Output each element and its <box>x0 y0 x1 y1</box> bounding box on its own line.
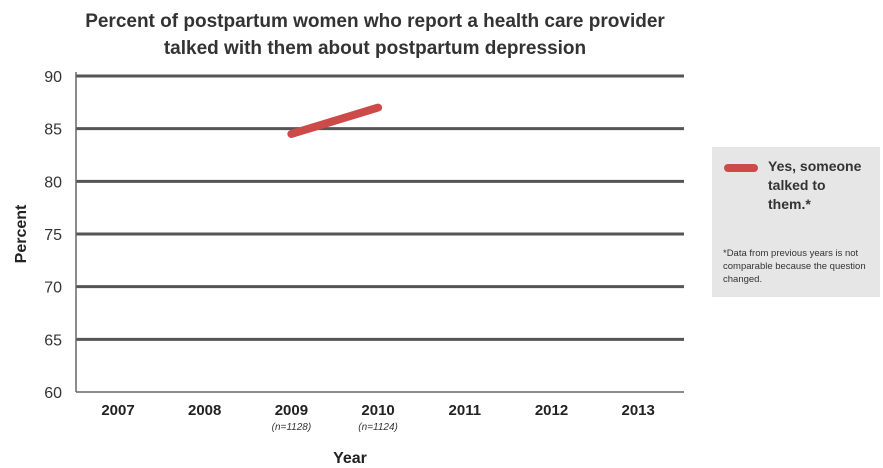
x-tick-note: (n=1124) <box>358 422 398 433</box>
x-tick-labels: 2007 2008 2009 (n=1128) 2010 (n=1124) 2011 2012… <box>101 402 655 433</box>
chart-title: Percent of postpartum women who report a… <box>85 11 665 59</box>
x-tick-label: 2009 <box>275 402 308 419</box>
y-axis-label: Percent <box>13 204 30 263</box>
legend-swatch <box>724 164 758 172</box>
x-tick-label: 2011 <box>449 402 482 419</box>
y-tick-labels: 60 65 70 75 80 85 90 <box>44 69 62 402</box>
y-tick-label: 80 <box>44 174 62 191</box>
x-tick-label: 2010 <box>361 402 394 419</box>
legend: Yes, someone talked to them.* *Data from… <box>712 147 880 297</box>
x-tick-label: 2013 <box>622 402 655 419</box>
x-axis-label: Year <box>333 450 367 467</box>
x-tick-label: 2012 <box>535 402 568 419</box>
y-tick-label: 75 <box>44 227 62 244</box>
series-lines <box>287 103 383 138</box>
x-tick-label: 2008 <box>188 402 221 419</box>
y-tick-label: 70 <box>44 280 62 297</box>
x-tick-note: (n=1128) <box>272 422 312 433</box>
legend-note: *Data from previous years is not compara… <box>723 248 866 285</box>
axes <box>75 72 684 393</box>
y-tick-label: 85 <box>44 122 62 139</box>
series-line <box>287 103 383 138</box>
x-tick-label: 2007 <box>101 402 134 419</box>
y-tick-label: 90 <box>44 69 62 86</box>
y-tick-label: 65 <box>44 332 62 349</box>
legend-label: Yes, someone talked to them.* <box>768 158 862 212</box>
gridlines <box>76 74 684 341</box>
y-tick-label: 60 <box>44 385 62 402</box>
